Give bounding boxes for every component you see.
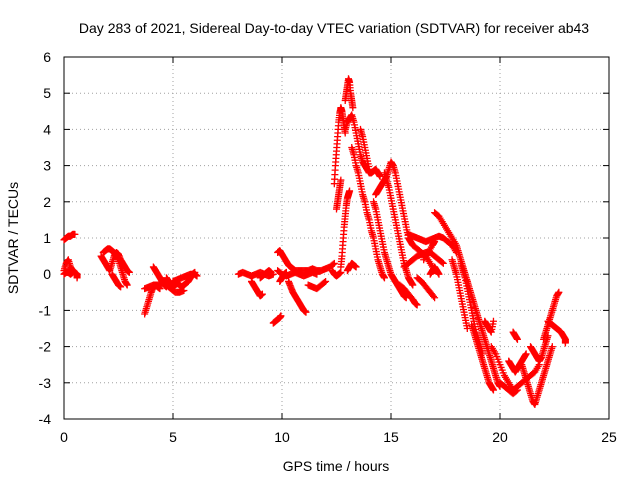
y-tick-label: -4 [39, 411, 52, 427]
y-tick-label: 4 [43, 121, 51, 137]
data-point [430, 292, 438, 300]
data-point [123, 281, 131, 289]
data-point [513, 386, 521, 394]
data-point [431, 294, 439, 302]
data-point [409, 281, 417, 289]
data-points [60, 75, 569, 409]
y-tick-label: -3 [39, 375, 52, 391]
data-point [73, 274, 81, 282]
data-point [193, 272, 201, 280]
grid [64, 57, 609, 419]
data-point [512, 387, 520, 395]
data-point [431, 238, 439, 246]
data-point [69, 268, 77, 276]
x-tick-label: 20 [492, 429, 508, 445]
data-point [513, 335, 521, 343]
y-axis-label: SDTVAR / TECUs [5, 182, 21, 294]
x-tick-label: 25 [601, 429, 617, 445]
y-tick-label: 1 [43, 230, 51, 246]
data-point [365, 165, 373, 173]
x-tick-label: 10 [274, 429, 290, 445]
y-tick-label: 0 [43, 266, 51, 282]
y-tick-label: -1 [39, 302, 52, 318]
data-point [435, 270, 443, 278]
data-point [349, 104, 357, 112]
data-point [352, 263, 360, 271]
data-point [117, 283, 125, 291]
data-point [555, 288, 563, 296]
data-point [302, 308, 310, 316]
chart-title: Day 283 of 2021, Sidereal Day-to-day VTE… [79, 20, 589, 36]
y-tick-label: -2 [39, 339, 52, 355]
x-tick-label: 5 [169, 429, 177, 445]
data-point [162, 283, 170, 291]
data-point [282, 268, 290, 276]
data-point [337, 176, 345, 184]
data-point [321, 278, 329, 286]
x-axis-label: GPS time / hours [283, 458, 390, 474]
data-point [413, 301, 421, 309]
data-point [489, 317, 497, 325]
data-point [322, 277, 330, 285]
data-point [313, 270, 321, 278]
data-point [125, 268, 133, 276]
data-point [330, 259, 338, 267]
y-tick-label: 3 [43, 158, 51, 174]
data-point [438, 258, 446, 266]
data-point [561, 339, 569, 347]
data-point [489, 386, 497, 394]
data-point [548, 343, 556, 351]
y-tick-label: 2 [43, 194, 51, 210]
data-point [71, 230, 79, 238]
data-point [258, 290, 266, 298]
data-point [380, 274, 388, 282]
y-tick-label: 6 [43, 49, 51, 65]
x-tick-label: 0 [60, 429, 68, 445]
axis-ticks: 0 5 10 15 20 25 -4 -3 -2 -1 0 1 2 3 4 5 6 [39, 49, 617, 445]
data-point [329, 260, 337, 268]
data-point [267, 268, 275, 276]
data-point [346, 187, 354, 195]
x-tick-label: 15 [383, 429, 399, 445]
data-point [277, 312, 285, 320]
data-point [522, 350, 530, 358]
y-tick-label: 5 [43, 85, 51, 101]
data-point [439, 259, 447, 267]
